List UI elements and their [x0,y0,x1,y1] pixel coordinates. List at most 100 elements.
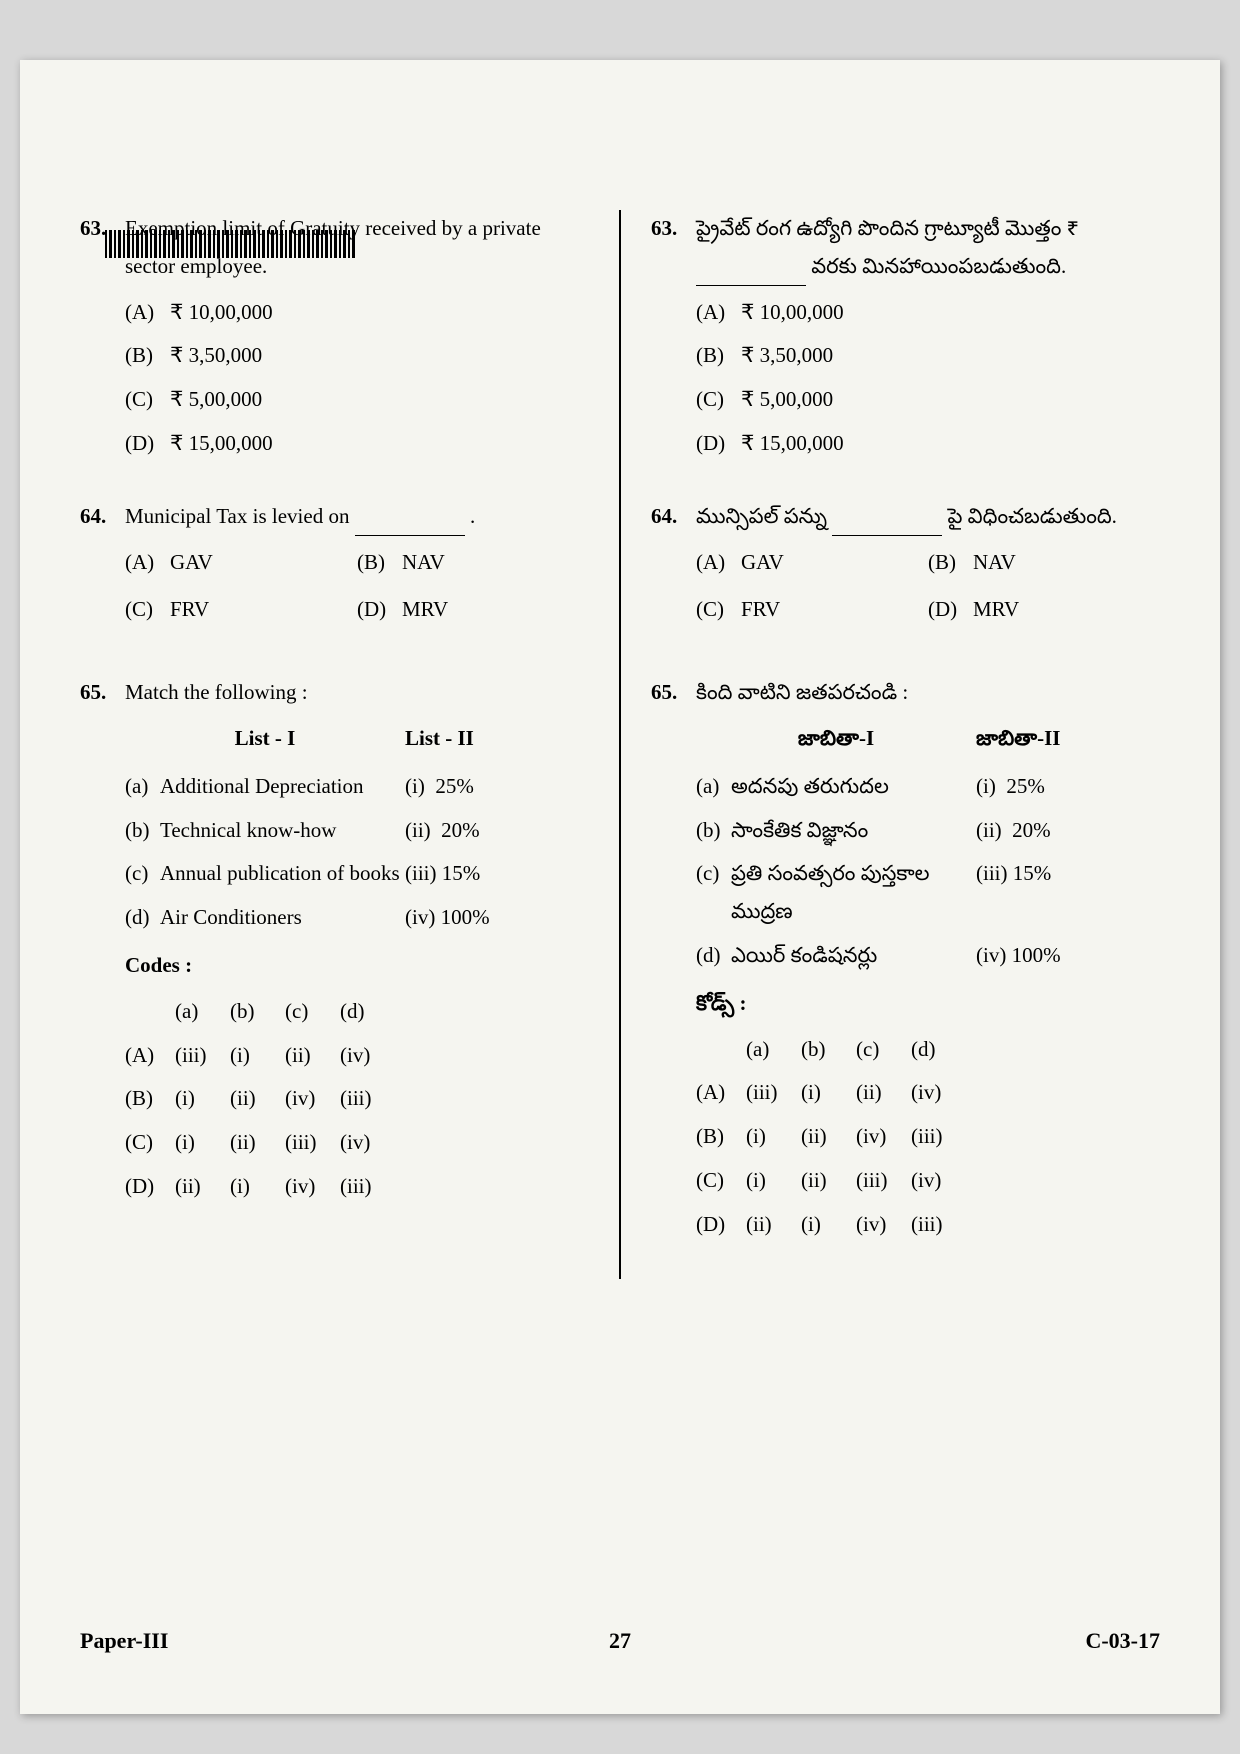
vval: 15% [1013,861,1052,885]
opt-value: ₹ 10,00,000 [170,300,273,324]
list2-title: జాబితా-II [976,720,1160,758]
codes-c: (iii) [911,1206,966,1244]
question-64-en: 64. Municipal Tax is levied on . (A)GAV … [80,498,589,639]
list-val: (iii) 15% [405,855,589,893]
codes-c: (i) [746,1118,801,1156]
opt-value: FRV [741,597,780,621]
vlabel: (iv) [405,905,435,929]
codes-rowlabel: (A) [696,1074,746,1112]
blank-line [832,535,942,536]
opt-value: GAV [170,550,213,574]
codes-h: (d) [911,1031,966,1069]
codes-rowlabel: (D) [696,1206,746,1244]
codes-rowlabel: (C) [696,1162,746,1200]
barcode [105,230,355,258]
codes-h: (a) [746,1031,801,1069]
list-text: ప్రతి సంవత్సరం పుస్తకాల ముద్రణ [731,855,976,931]
opt-value: NAV [402,550,445,574]
opt-value: ₹ 5,00,000 [170,387,262,411]
codes-c: (iv) [285,1168,340,1206]
opt-value: ₹ 15,00,000 [170,431,273,455]
codes-c: (ii) [230,1080,285,1118]
codes-h: (a) [175,993,230,1031]
q-text-post: వరకు మినహాయింపబడుతుంది. [806,254,1066,278]
column-divider [619,210,621,1279]
list-text: Air Conditioners [160,899,405,937]
q-text-pre: మున్సిపల్ పన్ను [696,504,832,528]
codes-c: (i) [175,1124,230,1162]
opt-value: ₹ 3,50,000 [170,343,262,367]
opt-value: ₹ 15,00,000 [741,431,844,455]
codes-c: (iii) [746,1074,801,1112]
codes-c: (ii) [285,1037,340,1075]
list-text: అదనపు తరుగుదల [731,768,976,806]
list-val: (iv) 100% [405,899,589,937]
vval: 25% [1006,774,1045,798]
codes-h: (d) [340,993,395,1031]
codes-c: (iii) [175,1037,230,1075]
opt-label: (A) [696,544,741,582]
footer-right: C-03-17 [1085,1628,1160,1654]
codes-h: (b) [801,1031,856,1069]
opt-value: ₹ 3,50,000 [741,343,833,367]
list-text: Technical know-how [160,812,405,850]
opt-label: (B) [928,544,973,582]
q-text: ప్రైవేట్ రంగ ఉద్యోగి పొందిన గ్రాట్యూటీ మ… [696,210,1160,286]
codes-h: (c) [856,1031,911,1069]
codes-c: (i) [801,1074,856,1112]
q-text: కింది వాటిని జతపరచండి : [696,674,1160,712]
q-text: Municipal Tax is levied on . [125,498,589,536]
q-number: 65. [651,674,696,712]
codes-c: (ii) [746,1206,801,1244]
codes-c: (iv) [911,1162,966,1200]
list-label: (c) [696,855,731,931]
list-label: (c) [125,855,160,893]
vlabel: (iii) [976,861,1008,885]
codes-c: (ii) [230,1124,285,1162]
q-text-pre: ప్రైవేట్ రంగ ఉద్యోగి పొందిన గ్రాట్యూటీ మ… [696,216,1079,240]
q-number: 64. [80,498,125,536]
codes-c: (ii) [856,1074,911,1112]
opt-value: MRV [973,597,1019,621]
content-area: 63. Exemption limit of Gratuity received… [80,210,1160,1279]
list-val: (iii) 15% [976,855,1160,931]
codes-c: (iv) [340,1124,395,1162]
q-text-pre: Municipal Tax is levied on [125,504,349,528]
codes-c: (iv) [856,1206,911,1244]
footer-center: 27 [609,1628,631,1654]
left-column: 63. Exemption limit of Gratuity received… [80,210,589,1279]
list-label: (a) [696,768,731,806]
list-val: (i) 25% [405,768,589,806]
codes-title: కోడ్స్ : [696,985,1160,1023]
codes-c: (iii) [340,1168,395,1206]
vval: 15% [442,861,481,885]
vval: 20% [1012,818,1051,842]
list-val: (iv) 100% [976,937,1160,975]
opt-label: (B) [357,544,402,582]
vlabel: (ii) [405,818,431,842]
list-text: Annual publication of books [160,855,405,893]
list-label: (b) [125,812,160,850]
vlabel: (iv) [976,943,1006,967]
exam-page: 63. Exemption limit of Gratuity received… [20,60,1220,1714]
list-val: (ii) 20% [976,812,1160,850]
codes-c: (iii) [856,1162,911,1200]
opt-value: ₹ 10,00,000 [741,300,844,324]
q-number: 65. [80,674,125,712]
blank-line [696,285,806,286]
codes-c: (iii) [911,1118,966,1156]
blank-line [355,535,465,536]
opt-label: (C) [696,381,741,419]
opt-label: (B) [125,337,170,375]
opt-label: (B) [696,337,741,375]
opt-value: NAV [973,550,1016,574]
opt-label: (D) [696,425,741,463]
codes-h: (b) [230,993,285,1031]
codes-c: (i) [175,1080,230,1118]
codes-h: (c) [285,993,340,1031]
list1-title: List - I [125,720,405,758]
list-val: (ii) 20% [405,812,589,850]
q-number: 63. [651,210,696,286]
vval: 100% [441,905,490,929]
opt-label: (D) [125,425,170,463]
